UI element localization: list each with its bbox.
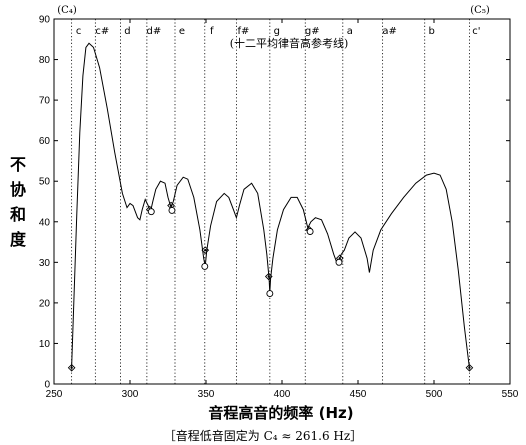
note-labels: c c# d d# e f f# g g# a a# b c' — [76, 26, 481, 37]
note-label: f — [210, 26, 214, 37]
dissonance-curve — [71, 42, 470, 368]
diamond-marker-center — [70, 366, 73, 369]
plot-area-frame — [53, 18, 511, 385]
y-tick-label: 40 — [39, 217, 51, 228]
y-tick-label: 80 — [39, 55, 51, 66]
marker-c4: (C₄) — [57, 5, 77, 16]
diamond-marker-center — [267, 275, 270, 278]
y-tick-label: 70 — [39, 96, 51, 107]
y-axis-label-char: 不 — [10, 155, 26, 174]
y-tick-label: 10 — [39, 339, 51, 350]
y-tick-label: 90 — [39, 15, 51, 26]
note-label: e — [179, 26, 185, 37]
note-label: c' — [472, 26, 480, 37]
note-label: b — [429, 26, 435, 37]
y-tick-label: 30 — [39, 258, 51, 269]
reference-lines-annotation: (十二平均律音高参考线) — [230, 36, 349, 50]
data-markers — [67, 201, 474, 372]
note-label: a# — [382, 26, 397, 37]
figure-caption: ［音程低音固定为 C₄ ≈ 261.6 Hz］ — [164, 428, 362, 443]
note-label: a — [347, 26, 353, 37]
y-axis-label-char: 和 — [10, 205, 26, 224]
diamond-marker — [201, 246, 210, 255]
note-reference-lines — [71, 19, 470, 384]
marker-c5: (C₅) — [470, 5, 490, 16]
circle-marker — [168, 206, 176, 214]
diamond-marker-center — [204, 248, 207, 252]
note-label: f# — [237, 26, 249, 37]
x-tick-label: 300 — [122, 389, 139, 400]
x-tick-label: 450 — [350, 389, 367, 400]
circle-marker — [335, 258, 343, 266]
circle-marker — [306, 228, 314, 235]
y-axis-ticks: 0 10 20 30 40 50 60 70 80 90 — [39, 15, 510, 391]
y-axis-label-char: 度 — [10, 230, 27, 249]
diamond-marker-center — [169, 204, 173, 207]
note-label: c# — [95, 26, 109, 37]
diamond-marker — [67, 363, 76, 372]
circle-marker — [147, 208, 155, 216]
y-tick-label: 0 — [44, 380, 50, 391]
diamond-marker — [264, 272, 273, 281]
y-tick-label: 60 — [39, 136, 51, 147]
x-axis-label: 音程高音的频率 (Hz) — [208, 404, 353, 422]
note-label: g# — [305, 26, 320, 37]
x-tick-label: 350 — [198, 389, 215, 400]
note-label: d — [124, 26, 130, 37]
y-axis-label-char: 协 — [10, 180, 26, 199]
x-tick-label: 550 — [502, 389, 519, 400]
note-label: d# — [147, 26, 162, 37]
x-tick-label: 250 — [46, 389, 63, 400]
note-label: c — [76, 26, 82, 37]
y-tick-label: 50 — [39, 177, 51, 188]
circle-marker — [266, 290, 274, 298]
x-tick-label: 500 — [426, 389, 443, 400]
diamond-marker-center — [468, 366, 471, 369]
x-axis-ticks: 250 300 350 400 450 500 550 — [46, 19, 519, 400]
note-label: g — [274, 26, 280, 37]
x-tick-label: 400 — [274, 389, 291, 400]
diamond-marker-center — [338, 257, 341, 260]
circle-marker — [201, 262, 209, 270]
y-tick-label: 20 — [39, 298, 51, 309]
diamond-marker — [465, 363, 474, 372]
